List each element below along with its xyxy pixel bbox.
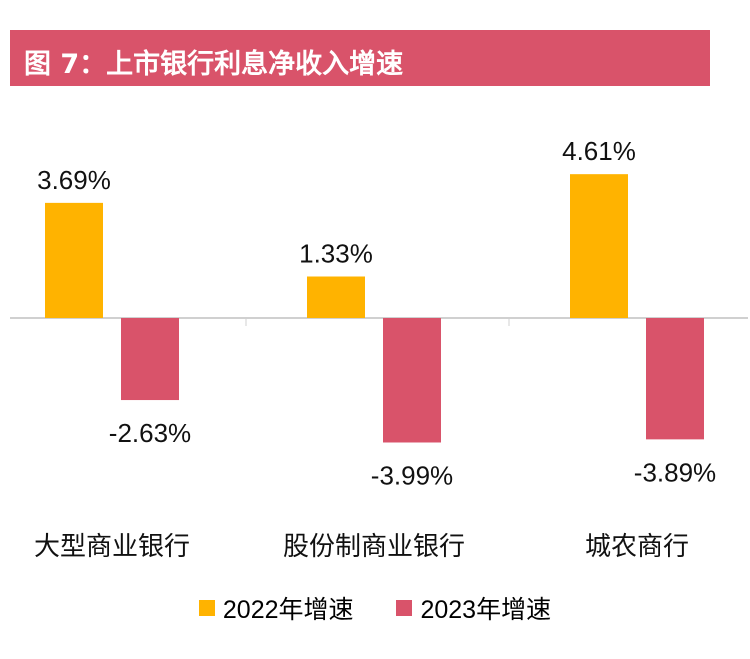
bar (570, 174, 628, 318)
bar (307, 276, 365, 318)
bar (383, 318, 441, 443)
title-bar: 图 7：上市银行利息净收入增速 (10, 30, 710, 86)
data-label: -2.63% (109, 418, 191, 448)
data-label: -3.89% (634, 457, 716, 487)
category-label: 大型商业银行 (34, 532, 190, 562)
data-label: 4.61% (562, 136, 636, 166)
legend-label: 2023年增速 (420, 596, 552, 624)
bar (646, 318, 704, 440)
bar (45, 202, 103, 318)
data-label: 3.69% (37, 165, 111, 195)
data-label: -3.99% (371, 460, 453, 490)
category-label: 股份制商业银行 (283, 532, 465, 562)
chart-title: 图 7：上市银行利息净收入增速 (24, 49, 404, 80)
legend: 2022年增速 2023年增速 (0, 590, 750, 626)
data-label: 1.33% (299, 239, 373, 269)
legend-swatch (396, 600, 413, 616)
bar (121, 318, 179, 401)
legend-label: 2022年增速 (222, 596, 354, 624)
legend-item-2023: 2023年增速 (396, 590, 551, 626)
legend-swatch (198, 600, 215, 616)
category-label: 城农商行 (585, 532, 689, 562)
legend-item-2022: 2022年增速 (198, 590, 354, 626)
